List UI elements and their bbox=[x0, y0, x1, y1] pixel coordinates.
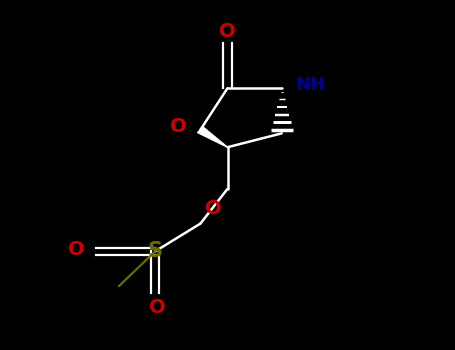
Text: O: O bbox=[170, 117, 187, 136]
Text: O: O bbox=[205, 199, 222, 218]
Text: O: O bbox=[149, 298, 166, 317]
Polygon shape bbox=[197, 127, 228, 147]
Text: NH: NH bbox=[295, 76, 325, 94]
Text: S: S bbox=[147, 241, 162, 261]
Text: O: O bbox=[219, 22, 236, 41]
Text: O: O bbox=[68, 240, 85, 259]
